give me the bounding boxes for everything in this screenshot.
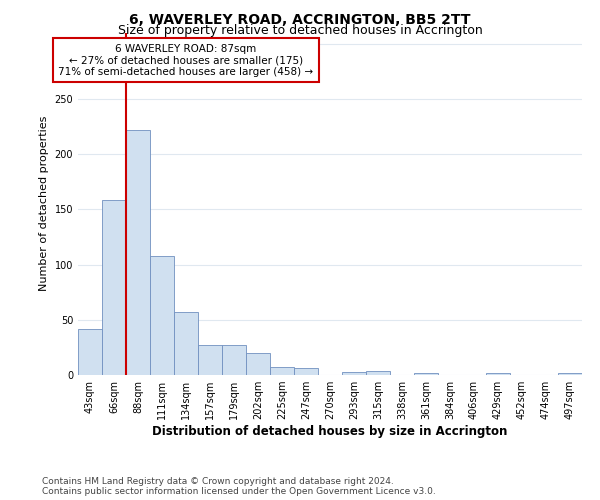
Bar: [78, 328, 102, 375]
Bar: [414, 373, 438, 375]
Bar: [558, 373, 582, 375]
Bar: [294, 368, 318, 375]
Bar: [366, 370, 390, 375]
Bar: [222, 345, 246, 375]
Bar: [126, 130, 150, 375]
Text: Contains public sector information licensed under the Open Government Licence v3: Contains public sector information licen…: [42, 488, 436, 496]
Text: 6 WAVERLEY ROAD: 87sqm
← 27% of detached houses are smaller (175)
71% of semi-de: 6 WAVERLEY ROAD: 87sqm ← 27% of detached…: [58, 44, 314, 76]
Bar: [270, 368, 294, 375]
Bar: [174, 312, 198, 375]
X-axis label: Distribution of detached houses by size in Accrington: Distribution of detached houses by size …: [152, 425, 508, 438]
Bar: [102, 200, 126, 375]
Bar: [486, 373, 510, 375]
Text: 6, WAVERLEY ROAD, ACCRINGTON, BB5 2TT: 6, WAVERLEY ROAD, ACCRINGTON, BB5 2TT: [129, 12, 471, 26]
Bar: [246, 353, 270, 375]
Y-axis label: Number of detached properties: Number of detached properties: [39, 116, 49, 292]
Bar: [150, 256, 174, 375]
Text: Size of property relative to detached houses in Accrington: Size of property relative to detached ho…: [118, 24, 482, 37]
Text: Contains HM Land Registry data © Crown copyright and database right 2024.: Contains HM Land Registry data © Crown c…: [42, 478, 394, 486]
Bar: [198, 345, 222, 375]
Bar: [342, 372, 366, 375]
